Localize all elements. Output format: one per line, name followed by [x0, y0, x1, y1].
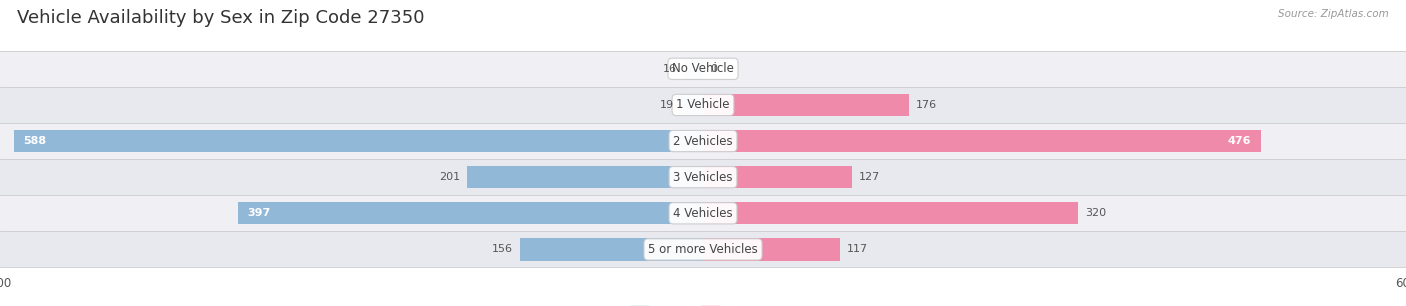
Text: 5 or more Vehicles: 5 or more Vehicles	[648, 243, 758, 256]
Bar	[703, 238, 841, 261]
Text: 0: 0	[710, 64, 717, 74]
Text: 3 Vehicles: 3 Vehicles	[673, 171, 733, 184]
Text: 397: 397	[247, 208, 270, 218]
Text: 16: 16	[664, 64, 678, 74]
Text: Source: ZipAtlas.com: Source: ZipAtlas.com	[1278, 9, 1389, 19]
Bar	[520, 238, 703, 261]
Bar	[0, 159, 1406, 195]
Text: 127: 127	[859, 172, 880, 182]
Bar	[703, 202, 1078, 225]
Bar	[467, 166, 703, 188]
Bar	[0, 231, 1406, 267]
Text: 201: 201	[439, 172, 461, 182]
Text: 156: 156	[492, 244, 513, 254]
Bar	[703, 166, 852, 188]
Bar	[0, 87, 1406, 123]
Text: 4 Vehicles: 4 Vehicles	[673, 207, 733, 220]
Bar	[685, 58, 703, 80]
Bar	[681, 94, 703, 116]
Text: 2 Vehicles: 2 Vehicles	[673, 135, 733, 147]
Text: 176: 176	[917, 100, 938, 110]
Text: 320: 320	[1085, 208, 1107, 218]
Bar	[703, 130, 1261, 152]
Text: 1 Vehicle: 1 Vehicle	[676, 99, 730, 111]
Text: No Vehicle: No Vehicle	[672, 62, 734, 75]
Text: 476: 476	[1227, 136, 1251, 146]
Text: Vehicle Availability by Sex in Zip Code 27350: Vehicle Availability by Sex in Zip Code …	[17, 9, 425, 27]
Legend: Male, Female: Male, Female	[626, 301, 780, 306]
Bar	[703, 94, 910, 116]
Bar	[0, 51, 1406, 87]
Bar	[0, 195, 1406, 231]
Text: 19: 19	[659, 100, 673, 110]
Bar	[0, 123, 1406, 159]
Text: 117: 117	[846, 244, 869, 254]
Bar	[14, 130, 703, 152]
Text: 588: 588	[24, 136, 46, 146]
Bar	[238, 202, 703, 225]
